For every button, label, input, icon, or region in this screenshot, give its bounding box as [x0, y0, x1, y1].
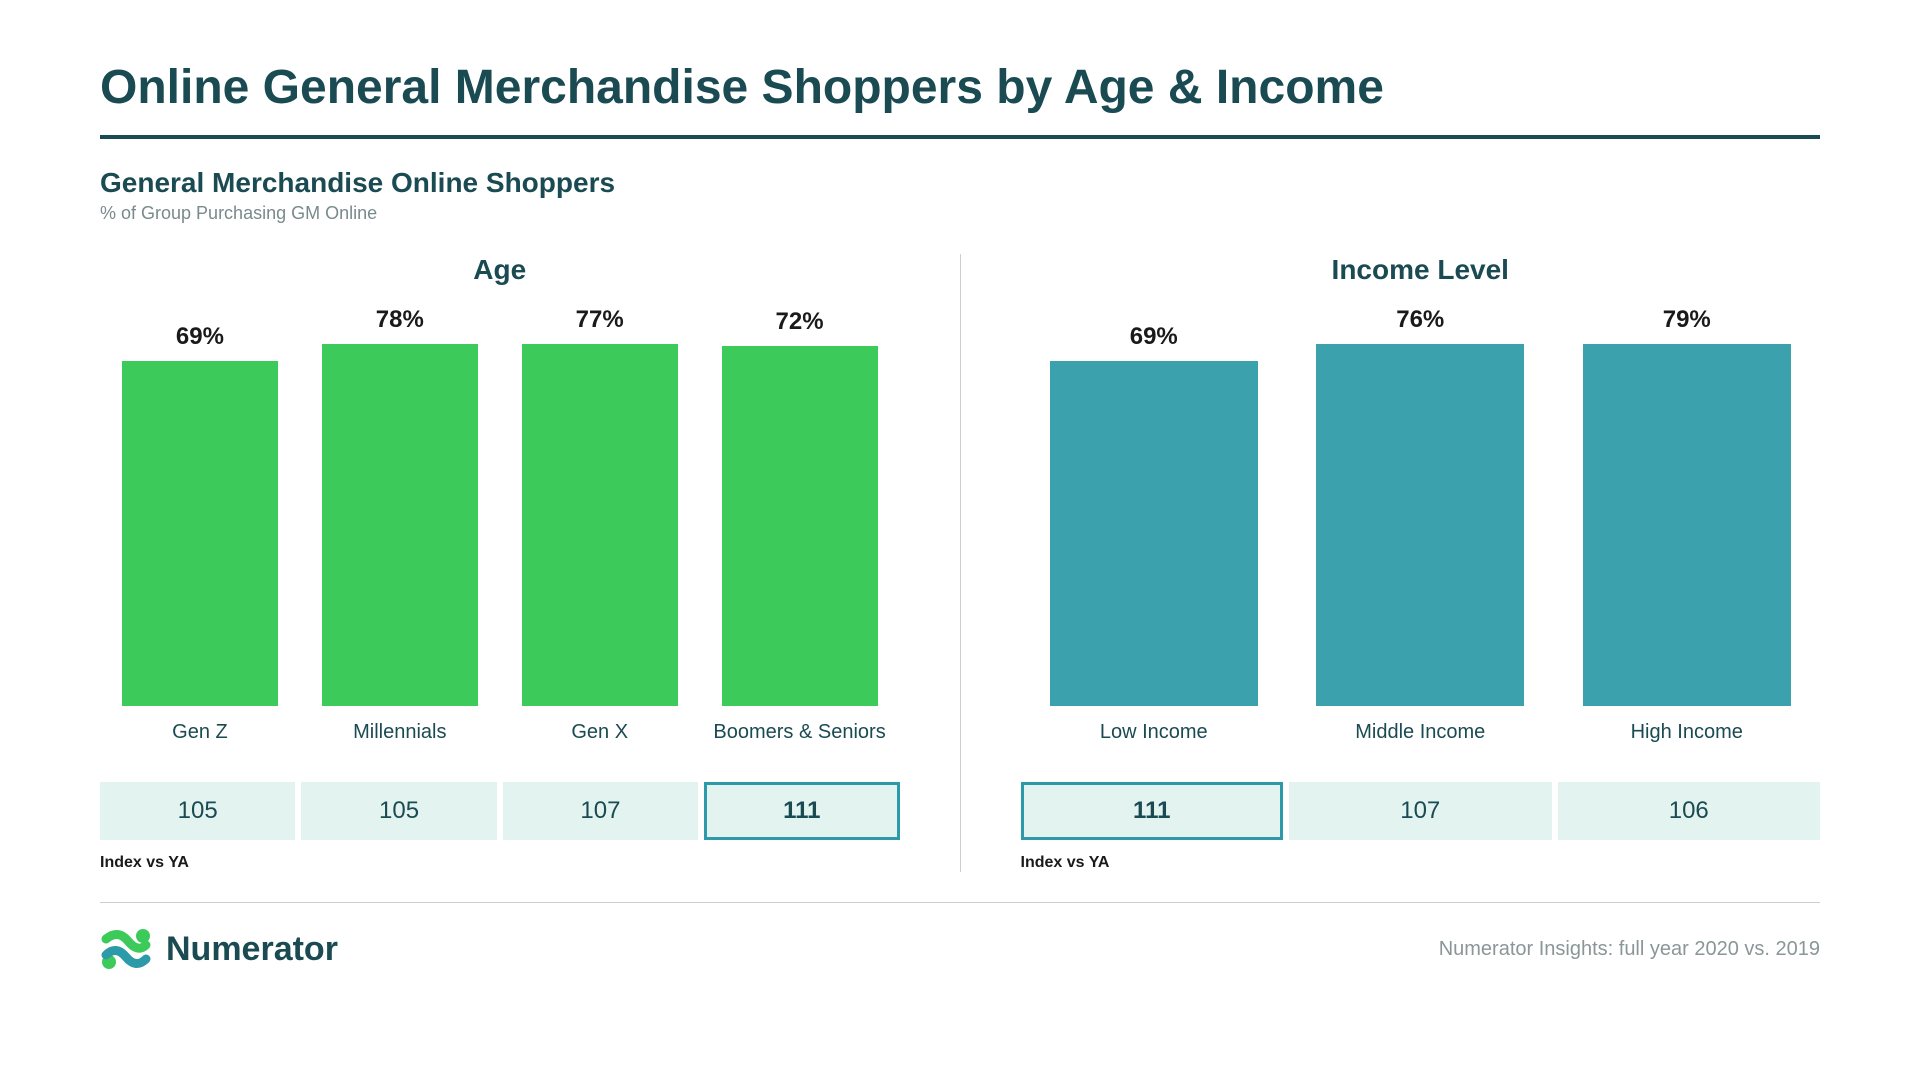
bar-value-label: 69% — [1130, 323, 1178, 351]
panel-age: Age 69% 78% 77% 72% Gen ZMillennialsGen XBo… — [100, 254, 960, 872]
bar-value-label: 79% — [1663, 306, 1711, 334]
index-cell: 105 — [100, 782, 295, 840]
brand-name: Numerator — [166, 930, 338, 969]
category-label: Middle Income — [1287, 716, 1554, 772]
index-cell: 105 — [301, 782, 496, 840]
footer: Numerator Numerator Insights: full year … — [100, 927, 1820, 971]
page-title: Online General Merchandise Shoppers by A… — [100, 60, 1820, 115]
panel-age-title: Age — [100, 254, 900, 286]
age-index-caption: Index vs YA — [100, 854, 900, 872]
index-cell: 106 — [1558, 782, 1821, 840]
panel-income: Income Level 69% 76% 79% Low IncomeMiddle … — [961, 254, 1821, 872]
income-categories: Low IncomeMiddle IncomeHigh Income — [1021, 716, 1821, 772]
category-label: Gen X — [500, 716, 700, 772]
bar-value-label: 78% — [376, 306, 424, 334]
category-label: Millennials — [300, 716, 500, 772]
index-cell: 107 — [503, 782, 698, 840]
brand: Numerator — [100, 927, 338, 971]
income-bars: 69% 76% 79% — [1021, 306, 1821, 706]
bar-rect — [1316, 344, 1524, 706]
income-index-caption: Index vs YA — [1021, 854, 1821, 872]
subtitle: General Merchandise Online Shoppers — [100, 167, 1820, 199]
age-index-row: 105105107111 — [100, 782, 900, 840]
panel-income-title: Income Level — [1021, 254, 1821, 286]
bar-rect — [1050, 361, 1258, 706]
bar-slot: 76% — [1287, 306, 1554, 706]
bar-slot: 69% — [100, 306, 300, 706]
index-cell: 111 — [704, 782, 899, 840]
bar-value-label: 69% — [176, 323, 224, 351]
bar-slot: 77% — [500, 306, 700, 706]
index-cell: 111 — [1021, 782, 1284, 840]
index-cell: 107 — [1289, 782, 1552, 840]
category-label: Boomers & Seniors — [700, 716, 900, 772]
bar-rect — [122, 361, 278, 706]
bar-slot: 79% — [1554, 306, 1821, 706]
bar-slot: 72% — [700, 306, 900, 706]
bar-value-label: 77% — [576, 306, 624, 334]
bar-value-label: 72% — [776, 308, 824, 336]
category-label: High Income — [1554, 716, 1821, 772]
bar-slot: 69% — [1021, 306, 1288, 706]
title-rule — [100, 135, 1820, 139]
category-label: Gen Z — [100, 716, 300, 772]
bar-rect — [722, 346, 878, 706]
bar-rect — [1583, 344, 1791, 706]
age-bars: 69% 78% 77% 72% — [100, 306, 900, 706]
category-label: Low Income — [1021, 716, 1288, 772]
subtitle-caption: % of Group Purchasing GM Online — [100, 203, 1820, 224]
brand-logo-icon — [100, 927, 152, 971]
footer-rule — [100, 902, 1820, 903]
source-note: Numerator Insights: full year 2020 vs. 2… — [1439, 938, 1820, 961]
bar-rect — [322, 344, 478, 706]
age-categories: Gen ZMillennialsGen XBoomers & Seniors — [100, 716, 900, 772]
bar-rect — [522, 344, 678, 706]
bar-slot: 78% — [300, 306, 500, 706]
income-index-row: 111107106 — [1021, 782, 1821, 840]
bar-value-label: 76% — [1396, 306, 1444, 334]
charts-container: Age 69% 78% 77% 72% Gen ZMillennialsGen XBo… — [100, 254, 1820, 872]
